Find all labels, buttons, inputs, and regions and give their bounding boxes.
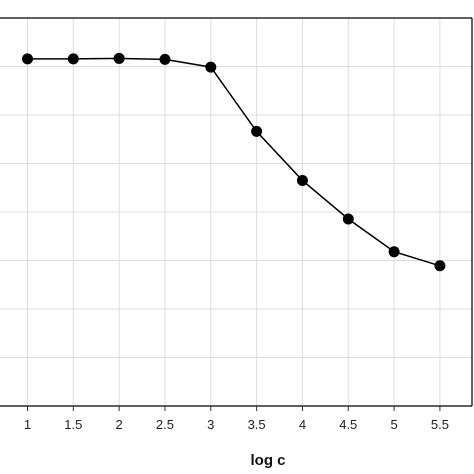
x-tick-label: 3.5 (248, 417, 266, 432)
data-point (434, 260, 446, 272)
series-line (27, 57, 441, 267)
x-axis-ticks: 1 1.5 2 2.5 3 3.5 4 4.5 5 5.5 (24, 406, 449, 432)
data-point (342, 213, 354, 225)
x-tick-label: 2.5 (156, 417, 174, 432)
plot-frame (0, 17, 473, 407)
x-tick-label: 3 (207, 417, 214, 432)
data-point (21, 53, 33, 65)
data-point (205, 61, 217, 73)
x-tick-label: 4.5 (339, 417, 357, 432)
data-point (296, 174, 308, 186)
x-axis-title: log c (250, 452, 285, 469)
x-tick-label: 5 (390, 417, 397, 432)
x-tick-label: 1 (24, 417, 31, 432)
data-point (113, 52, 125, 64)
data-point (388, 246, 400, 258)
data-point (159, 53, 171, 65)
data-series (21, 52, 446, 272)
x-tick-label: 4 (299, 417, 306, 432)
data-point (67, 53, 79, 65)
horizontal-gridlines (0, 66, 472, 358)
data-point (251, 125, 263, 137)
x-tick-label: 5.5 (431, 417, 449, 432)
x-tick-label: 1.5 (64, 417, 82, 432)
x-tick-label: 2 (116, 417, 123, 432)
